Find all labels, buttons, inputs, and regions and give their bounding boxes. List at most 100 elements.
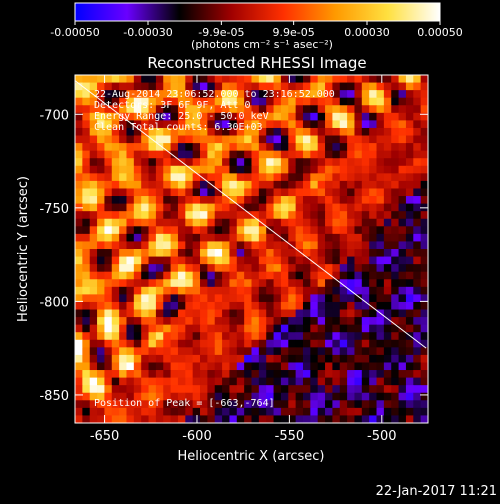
heatmap-cell <box>163 377 171 386</box>
heatmap-cell <box>119 127 127 136</box>
heatmap-cell <box>185 112 194 121</box>
heatmap-cell <box>420 75 428 83</box>
heatmap-cell <box>354 264 363 273</box>
heatmap-cell <box>170 286 179 295</box>
heatmap-cell <box>155 165 164 174</box>
heatmap-cell <box>148 203 157 212</box>
heatmap-cell <box>317 241 326 250</box>
heatmap-cell <box>310 415 319 423</box>
heatmap-cell <box>244 256 252 265</box>
heatmap-cell <box>111 347 120 356</box>
heatmap-cell <box>361 317 370 326</box>
heatmap-cell <box>155 90 164 99</box>
heatmap-cell <box>222 309 230 318</box>
heatmap-cell <box>82 120 91 129</box>
heatmap-cell <box>177 271 186 280</box>
heatmap-cell <box>229 203 238 212</box>
heatmap-cell <box>155 150 164 159</box>
heatmap-cell <box>177 90 186 99</box>
heatmap-cell <box>163 309 171 318</box>
heatmap-cell <box>244 135 252 144</box>
heatmap-cell <box>295 120 304 129</box>
heatmap-cell <box>244 392 252 401</box>
heatmap-cell <box>288 75 297 83</box>
heatmap-cell <box>141 362 149 371</box>
heatmap-cell <box>104 196 113 205</box>
heatmap-cell <box>214 271 223 280</box>
heatmap-cell <box>82 218 91 227</box>
y-tick-label: -800 <box>39 295 69 310</box>
heatmap-cell <box>126 211 135 220</box>
heatmap-cell <box>302 392 311 401</box>
heatmap-cell <box>148 377 157 386</box>
heatmap-cell <box>119 324 127 333</box>
heatmap-cell <box>413 415 422 423</box>
heatmap-cell <box>413 324 422 333</box>
heatmap-cell <box>325 180 333 189</box>
heatmap-cell <box>207 309 216 318</box>
heatmap-cell <box>295 158 304 167</box>
heatmap-cell <box>361 120 370 129</box>
heatmap-cell <box>236 143 245 152</box>
heatmap-cell <box>273 339 282 348</box>
heatmap-cell <box>288 286 297 295</box>
heatmap-cell <box>413 347 422 356</box>
heatmap-cell <box>347 218 355 227</box>
heatmap-cell <box>302 332 311 341</box>
heatmap-cell <box>155 233 164 242</box>
heatmap-cell <box>119 332 127 341</box>
heatmap-cell <box>185 301 194 310</box>
heatmap-cell <box>317 211 326 220</box>
heatmap-cell <box>192 120 201 129</box>
heatmap-cell <box>273 165 282 174</box>
heatmap-cell <box>354 294 363 303</box>
heatmap-cell <box>376 264 385 273</box>
heatmap-cell <box>133 332 142 341</box>
heatmap-cell <box>398 332 407 341</box>
heatmap-cell <box>317 233 326 242</box>
heatmap-cell <box>288 249 297 257</box>
heatmap-cell <box>369 150 377 159</box>
heatmap-cell <box>82 158 91 167</box>
heatmap-cell <box>192 347 201 356</box>
heatmap-cell <box>376 165 385 174</box>
heatmap-cell <box>75 249 83 257</box>
heatmap-cell <box>185 180 194 189</box>
heatmap-cell <box>200 196 208 205</box>
heatmap-cell <box>119 143 127 152</box>
heatmap-cell <box>133 377 142 386</box>
heatmap-cell <box>266 165 274 174</box>
heatmap-cell <box>126 407 135 416</box>
heatmap-cell <box>361 354 370 363</box>
heatmap-cell <box>104 256 113 265</box>
heatmap-cell <box>214 377 223 386</box>
heatmap-cell <box>405 256 414 265</box>
heatmap-cell <box>214 301 223 310</box>
heatmap-cell <box>126 218 135 227</box>
heatmap-cell <box>155 415 164 423</box>
heatmap-cell <box>383 203 392 212</box>
heatmap-cell <box>185 286 194 295</box>
heatmap-cell <box>347 256 355 265</box>
heatmap-cell <box>361 196 370 205</box>
heatmap-cell <box>89 385 98 394</box>
heatmap-cell <box>163 233 171 242</box>
heatmap-cell <box>185 317 194 326</box>
heatmap-cell <box>222 143 230 152</box>
heatmap-cell <box>280 203 289 212</box>
heatmap-cell <box>244 203 252 212</box>
heatmap-cell <box>413 112 422 121</box>
heatmap-cell <box>170 271 179 280</box>
heatmap-cell <box>273 370 282 379</box>
heatmap-cell <box>133 301 142 310</box>
heatmap-cell <box>339 165 348 174</box>
heatmap-cell <box>339 347 348 356</box>
heatmap-cell <box>376 203 385 212</box>
heatmap-cell <box>155 97 164 106</box>
heatmap-cell <box>354 309 363 318</box>
heatmap-cell <box>251 150 260 159</box>
heatmap-cell <box>141 286 149 295</box>
heatmap-cell <box>405 362 414 371</box>
heatmap-cell <box>354 150 363 159</box>
